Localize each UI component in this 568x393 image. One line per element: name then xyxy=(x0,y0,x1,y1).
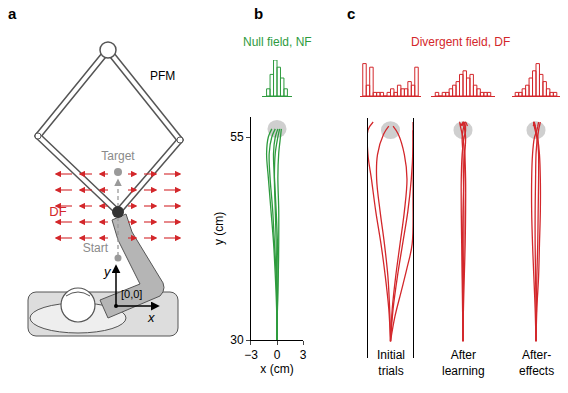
svg-text:Start: Start xyxy=(83,241,109,255)
svg-text:55: 55 xyxy=(230,130,244,144)
svg-text:After-effects: After-effects xyxy=(519,348,554,378)
svg-text:30: 30 xyxy=(230,333,244,347)
svg-text:c: c xyxy=(347,5,355,22)
svg-text:a: a xyxy=(8,5,17,22)
svg-text:0: 0 xyxy=(274,348,281,362)
svg-text:−3: −3 xyxy=(244,348,258,362)
svg-text:x (cm): x (cm) xyxy=(260,362,293,376)
svg-text:b: b xyxy=(254,5,263,22)
svg-text:PFM: PFM xyxy=(150,69,175,83)
svg-text:DF: DF xyxy=(49,204,66,219)
svg-text:3: 3 xyxy=(300,348,307,362)
svg-text:Initialtrials: Initialtrials xyxy=(377,348,405,378)
svg-text:Target: Target xyxy=(101,149,135,163)
svg-text:Divergent field, DF: Divergent field, DF xyxy=(411,35,510,49)
svg-text:y: y xyxy=(103,264,112,279)
svg-text:Null field, NF: Null field, NF xyxy=(243,35,312,49)
svg-text:x: x xyxy=(147,310,155,325)
svg-text:y (cm): y (cm) xyxy=(212,212,226,245)
svg-text:[0,0]: [0,0] xyxy=(121,288,142,300)
svg-text:Afterlearning: Afterlearning xyxy=(442,348,485,378)
